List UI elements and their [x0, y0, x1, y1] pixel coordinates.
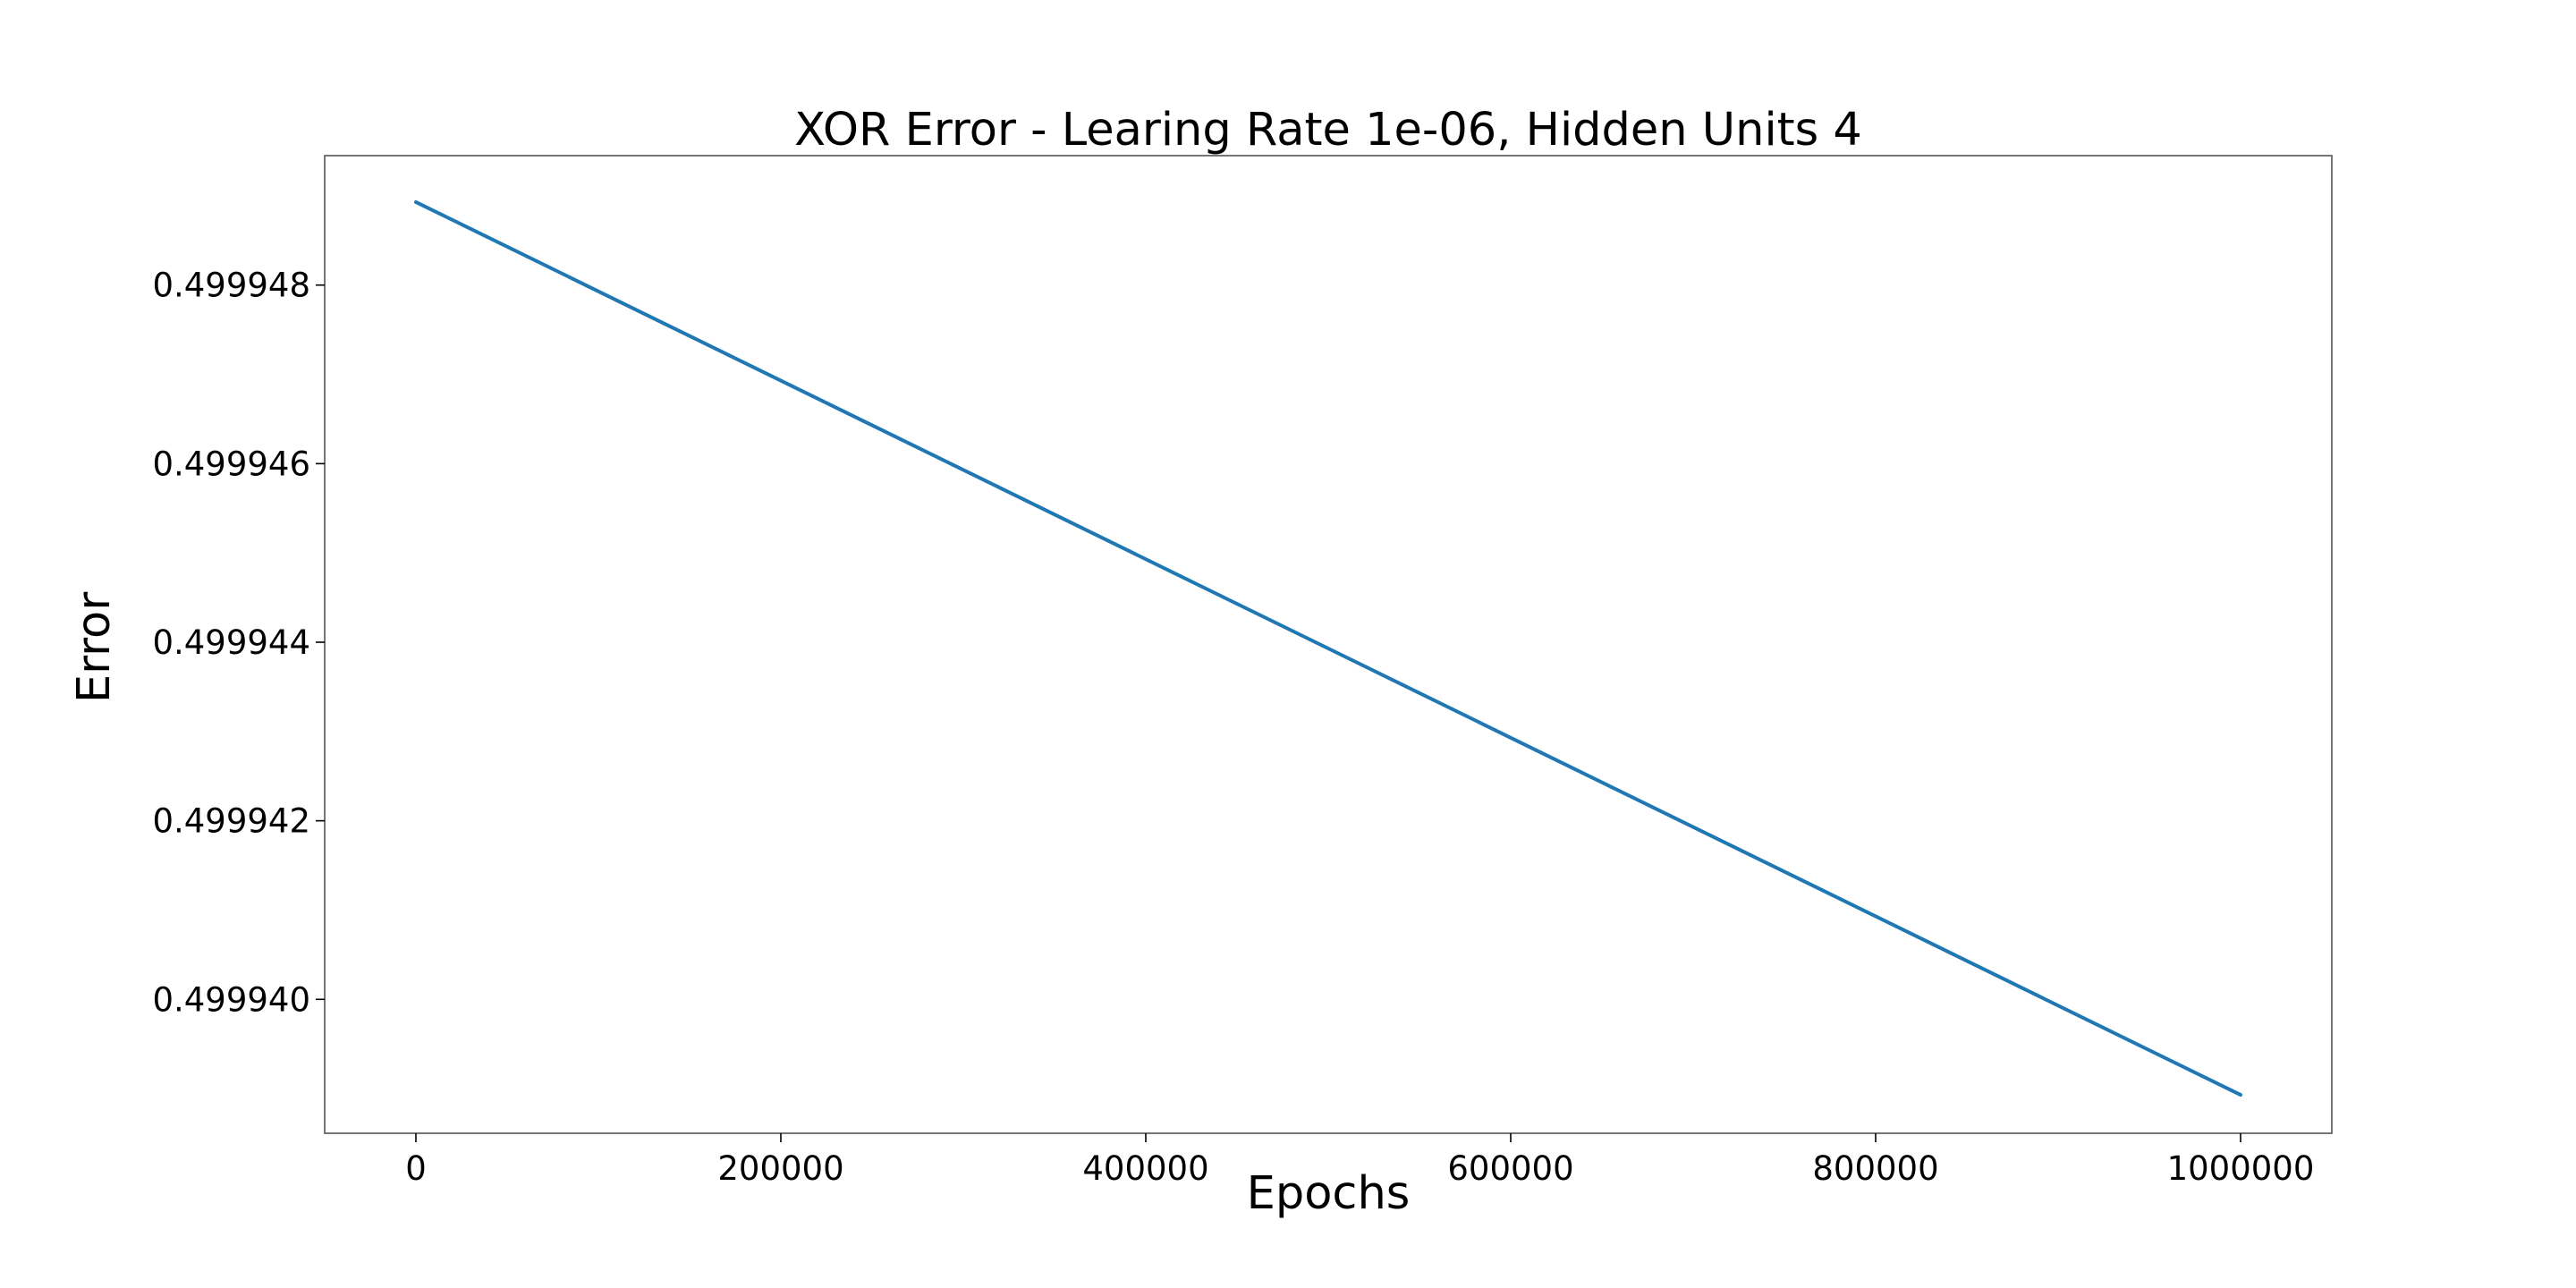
plot-frame — [324, 155, 2333, 1134]
y-tick-label: 0.499940 — [152, 980, 310, 1019]
y-axis: 0.499940 0.499942 0.499944 0.499946 0.499948 — [152, 267, 325, 1019]
series-line — [414, 199, 2242, 1097]
x-tick-label: 1000000 — [2167, 1149, 2315, 1188]
x-tick-label: 200000 — [717, 1149, 843, 1188]
series-layer — [414, 199, 2242, 1097]
x-tick-label: 400000 — [1082, 1149, 1208, 1188]
x-axis-title: Epochs — [1247, 1167, 1411, 1220]
x-axis: 0 200000 400000 600000 800000 1000000 — [405, 1133, 2314, 1188]
x-tick-label: 600000 — [1447, 1149, 1573, 1188]
y-tick-label: 0.499948 — [152, 267, 310, 305]
plot-area — [324, 155, 2333, 1134]
y-tick-label: 0.499946 — [152, 445, 310, 483]
x-tick-label: 800000 — [1812, 1149, 1938, 1188]
x-tick-label: 0 — [405, 1149, 427, 1188]
y-tick-label: 0.499944 — [152, 623, 310, 662]
chart-title: XOR Error - Learing Rate 1e-06, Hidden U… — [794, 104, 1862, 157]
y-axis-title: Error — [68, 592, 121, 703]
y-tick-label: 0.499942 — [152, 802, 310, 841]
